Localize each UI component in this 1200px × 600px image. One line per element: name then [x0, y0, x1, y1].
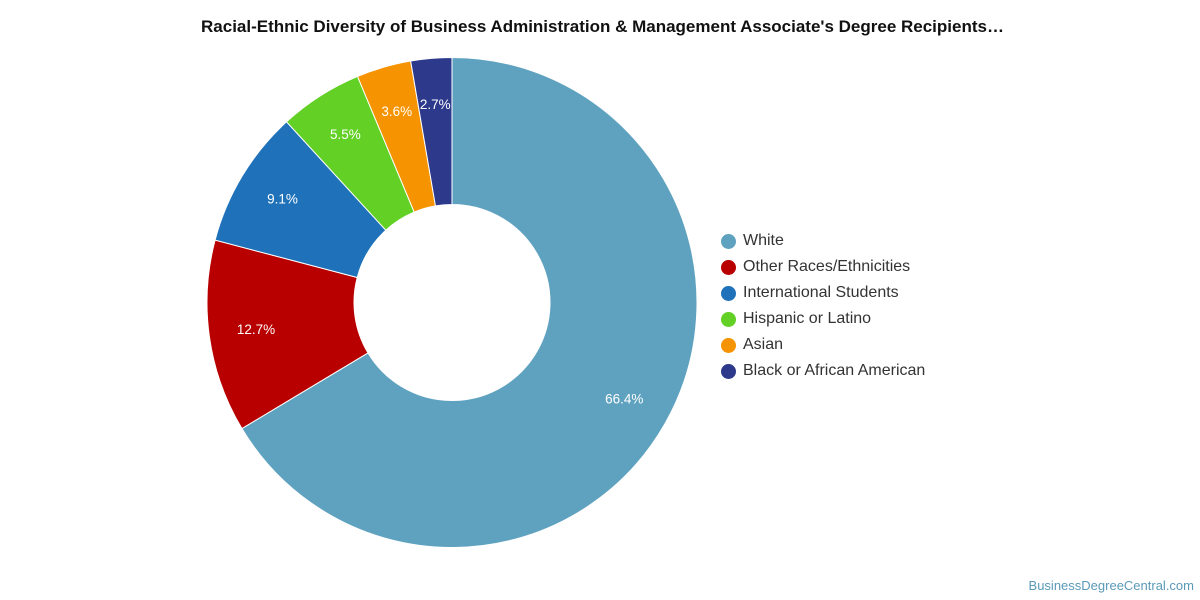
legend-label: Asian: [743, 336, 784, 353]
legend-label: International Students: [743, 284, 899, 301]
legend-swatch-icon: [721, 363, 736, 379]
legend-item[interactable]: White: [721, 228, 925, 254]
legend-label: White: [743, 232, 784, 249]
donut-slice-other-races-ethnicities: [206, 239, 369, 430]
donut-slice-black-or-african-american: [410, 56, 453, 207]
legend-label: Hispanic or Latino: [743, 310, 872, 327]
legend-swatch-icon: [721, 285, 736, 301]
slice-value-label: 5.5%: [330, 127, 361, 142]
slice-value-label: 66.4%: [605, 392, 643, 407]
source-credit: BusinessDegreeCentral.com: [1028, 578, 1194, 593]
legend-label: Black or African American: [743, 362, 926, 379]
legend-swatch-icon: [721, 233, 736, 249]
legend-item[interactable]: Asian: [721, 332, 925, 358]
slice-value-label: 12.7%: [237, 322, 275, 337]
legend-swatch-icon: [721, 259, 736, 275]
chart-title: Racial-Ethnic Diversity of Business Admi…: [201, 17, 1004, 36]
chart-legend: White Other Races/Ethnicities Internationa…: [721, 228, 925, 384]
slice-value-label: 9.1%: [267, 192, 298, 207]
slice-value-label: 2.7%: [420, 97, 451, 112]
legend-label: Other Races/Ethnicities: [743, 258, 911, 275]
legend-item[interactable]: Other Races/Ethnicities: [721, 254, 925, 280]
legend-swatch-icon: [721, 337, 736, 353]
legend-item[interactable]: Hispanic or Latino: [721, 306, 925, 332]
legend-swatch-icon: [721, 311, 736, 327]
donut-slice-white: [241, 56, 698, 548]
legend-item[interactable]: International Students: [721, 280, 925, 306]
slice-value-label: 3.6%: [381, 104, 412, 119]
legend-item[interactable]: Black or African American: [721, 358, 925, 384]
